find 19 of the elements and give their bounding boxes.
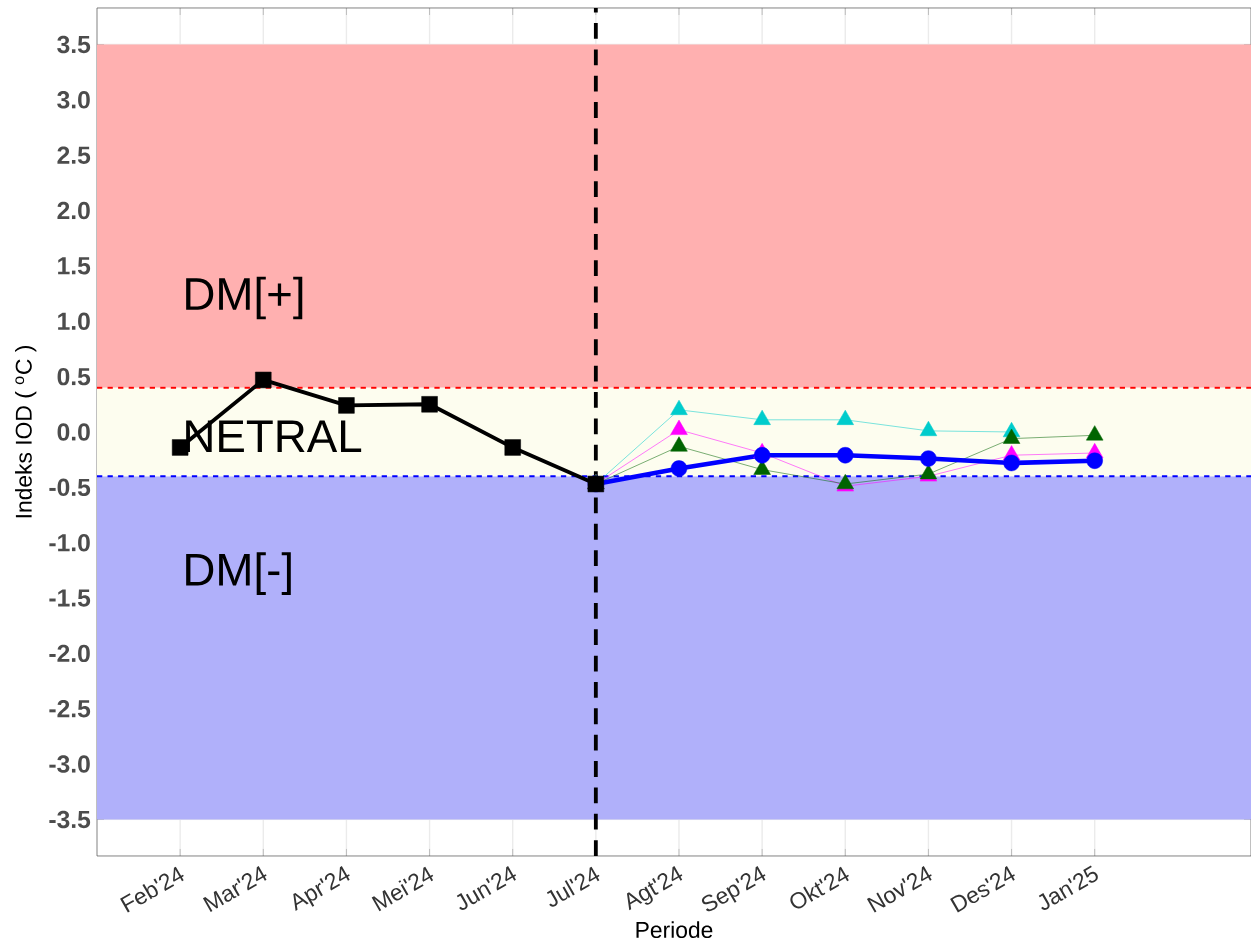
y-tick-label: -0.5 xyxy=(49,478,91,497)
y-tick-label: -2.5 xyxy=(49,700,91,718)
y-tick-label: -1.0 xyxy=(49,533,90,552)
annotation: DM[-] xyxy=(186,552,291,595)
annotation: DM[+] xyxy=(186,276,303,320)
y-tick-label: 0.0 xyxy=(57,423,90,441)
y-tick-label: 1.5 xyxy=(58,257,91,275)
y-axis-title: Indeks IOD ( $^{o}$C ) xyxy=(15,346,37,518)
x-axis-title: Periode xyxy=(636,921,713,939)
y-tick-label: 0.5 xyxy=(57,367,91,386)
y-tick-label: -1.5 xyxy=(49,589,91,607)
y-tick-label: 1.0 xyxy=(58,312,90,330)
y-tick-label: 3.5 xyxy=(57,35,91,54)
y-tick-label: 2.0 xyxy=(57,201,90,220)
y-tick-label: -3.0 xyxy=(49,755,90,773)
y-tick-label: 2.5 xyxy=(57,146,91,164)
y-tick-label: 3.0 xyxy=(57,91,90,109)
y-tick-label: -3.5 xyxy=(49,810,91,829)
y-tick-label: -2.0 xyxy=(49,644,90,663)
